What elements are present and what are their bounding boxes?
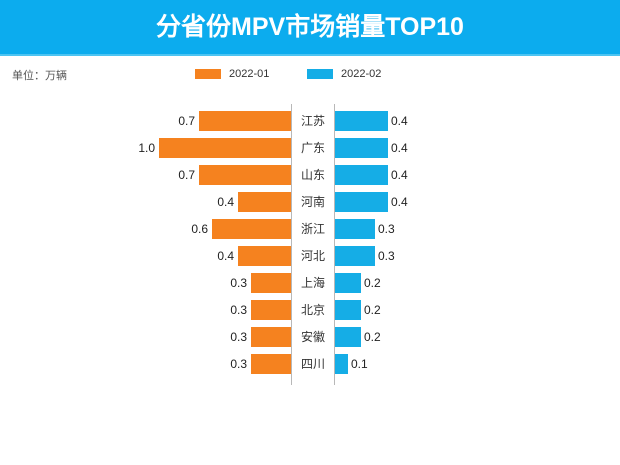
bar-value-label-2022-01: 0.3 [230,330,247,344]
chart-row: 0.3 四川 0.1 [0,351,620,378]
bar-2022-01[interactable] [251,273,291,293]
bar-value-label-2022-01: 1.0 [138,141,155,155]
bar-2022-02[interactable] [335,165,388,185]
category-label: 北京 [300,303,325,317]
bar-2022-02[interactable] [335,300,361,320]
chart-legend: 2022-01 2022-02 [185,66,435,84]
category-label: 河北 [300,249,325,263]
bar-value-label-2022-01: 0.4 [217,195,234,209]
bar-2022-01[interactable] [251,300,291,320]
chart-row: 1.0 广东 0.4 [0,135,620,162]
bar-value-label-2022-01: 0.7 [178,114,195,128]
bar-2022-02[interactable] [335,192,388,212]
bar-2022-01[interactable] [212,219,291,239]
bar-2022-02[interactable] [335,111,388,131]
bar-2022-01[interactable] [159,138,291,158]
category-label: 江苏 [300,114,325,128]
bar-value-label-2022-01: 0.7 [178,168,195,182]
page-title: 分省份MPV市场销量TOP10 [156,13,464,41]
bar-value-label-2022-02: 0.1 [351,357,368,371]
bar-2022-01[interactable] [238,246,291,266]
bar-2022-02[interactable] [335,354,348,374]
chart-row: 0.4 河南 0.4 [0,189,620,216]
bar-value-label-2022-01: 0.4 [217,249,234,263]
bar-value-label-2022-01: 0.3 [230,276,247,290]
chart-row: 0.3 安徽 0.2 [0,324,620,351]
chart-row: 0.3 上海 0.2 [0,270,620,297]
legend-label: 2022-02 [341,68,382,80]
category-label: 浙江 [300,222,325,236]
bar-2022-01[interactable] [251,327,291,347]
bar-2022-01[interactable] [238,192,291,212]
bar-value-label-2022-02: 0.4 [391,114,408,128]
category-label: 安徽 [300,330,325,344]
left-axis-line [291,104,292,385]
bar-value-label-2022-02: 0.4 [391,195,408,209]
unit-label: 单位：万辆 [12,70,67,82]
bar-value-label-2022-02: 0.2 [364,330,381,344]
bar-2022-02[interactable] [335,327,361,347]
bar-2022-01[interactable] [251,354,291,374]
bar-2022-02[interactable] [335,246,375,266]
legend-item-2022-01[interactable]: 2022-01 [195,66,269,82]
chart-row: 0.3 北京 0.2 [0,297,620,324]
chart-row: 0.4 河北 0.3 [0,243,620,270]
category-label: 四川 [300,357,325,371]
bar-value-label-2022-02: 0.2 [364,303,381,317]
chart-row: 0.6 浙江 0.3 [0,216,620,243]
bar-2022-02[interactable] [335,219,375,239]
bar-value-label-2022-01: 0.3 [230,303,247,317]
legend-swatch-icon [195,69,221,79]
bar-value-label-2022-02: 0.4 [391,141,408,155]
legend-item-2022-02[interactable]: 2022-02 [307,66,381,82]
bar-2022-01[interactable] [199,165,291,185]
bar-value-label-2022-02: 0.4 [391,168,408,182]
bar-2022-01[interactable] [199,111,291,131]
chart-row: 0.7 山东 0.4 [0,162,620,189]
category-label: 上海 [300,276,325,290]
chart-subheader: 单位：万辆 2022-01 2022-02 [0,58,620,92]
category-label: 广东 [300,141,325,155]
legend-label: 2022-01 [229,68,270,80]
chart-plot-area: 0.7 江苏 0.4 1.0 广东 0.4 0.7 山东 0.4 0.4 河南 0.4 0.6 浙江 0.3… [0,104,620,389]
bar-value-label-2022-01: 0.6 [191,222,208,236]
bar-2022-02[interactable] [335,138,388,158]
right-axis-line [334,104,335,385]
legend-swatch-icon [307,69,333,79]
bar-value-label-2022-02: 0.2 [364,276,381,290]
chart-row: 0.7 江苏 0.4 [0,108,620,135]
bar-value-label-2022-02: 0.3 [378,222,395,236]
bar-value-label-2022-01: 0.3 [230,357,247,371]
bar-2022-02[interactable] [335,273,361,293]
category-label: 河南 [300,195,325,209]
header-underline [0,54,620,56]
bar-value-label-2022-02: 0.3 [378,249,395,263]
category-label: 山东 [300,168,325,182]
header-banner: 分省份MPV市场销量TOP10 [0,0,620,54]
